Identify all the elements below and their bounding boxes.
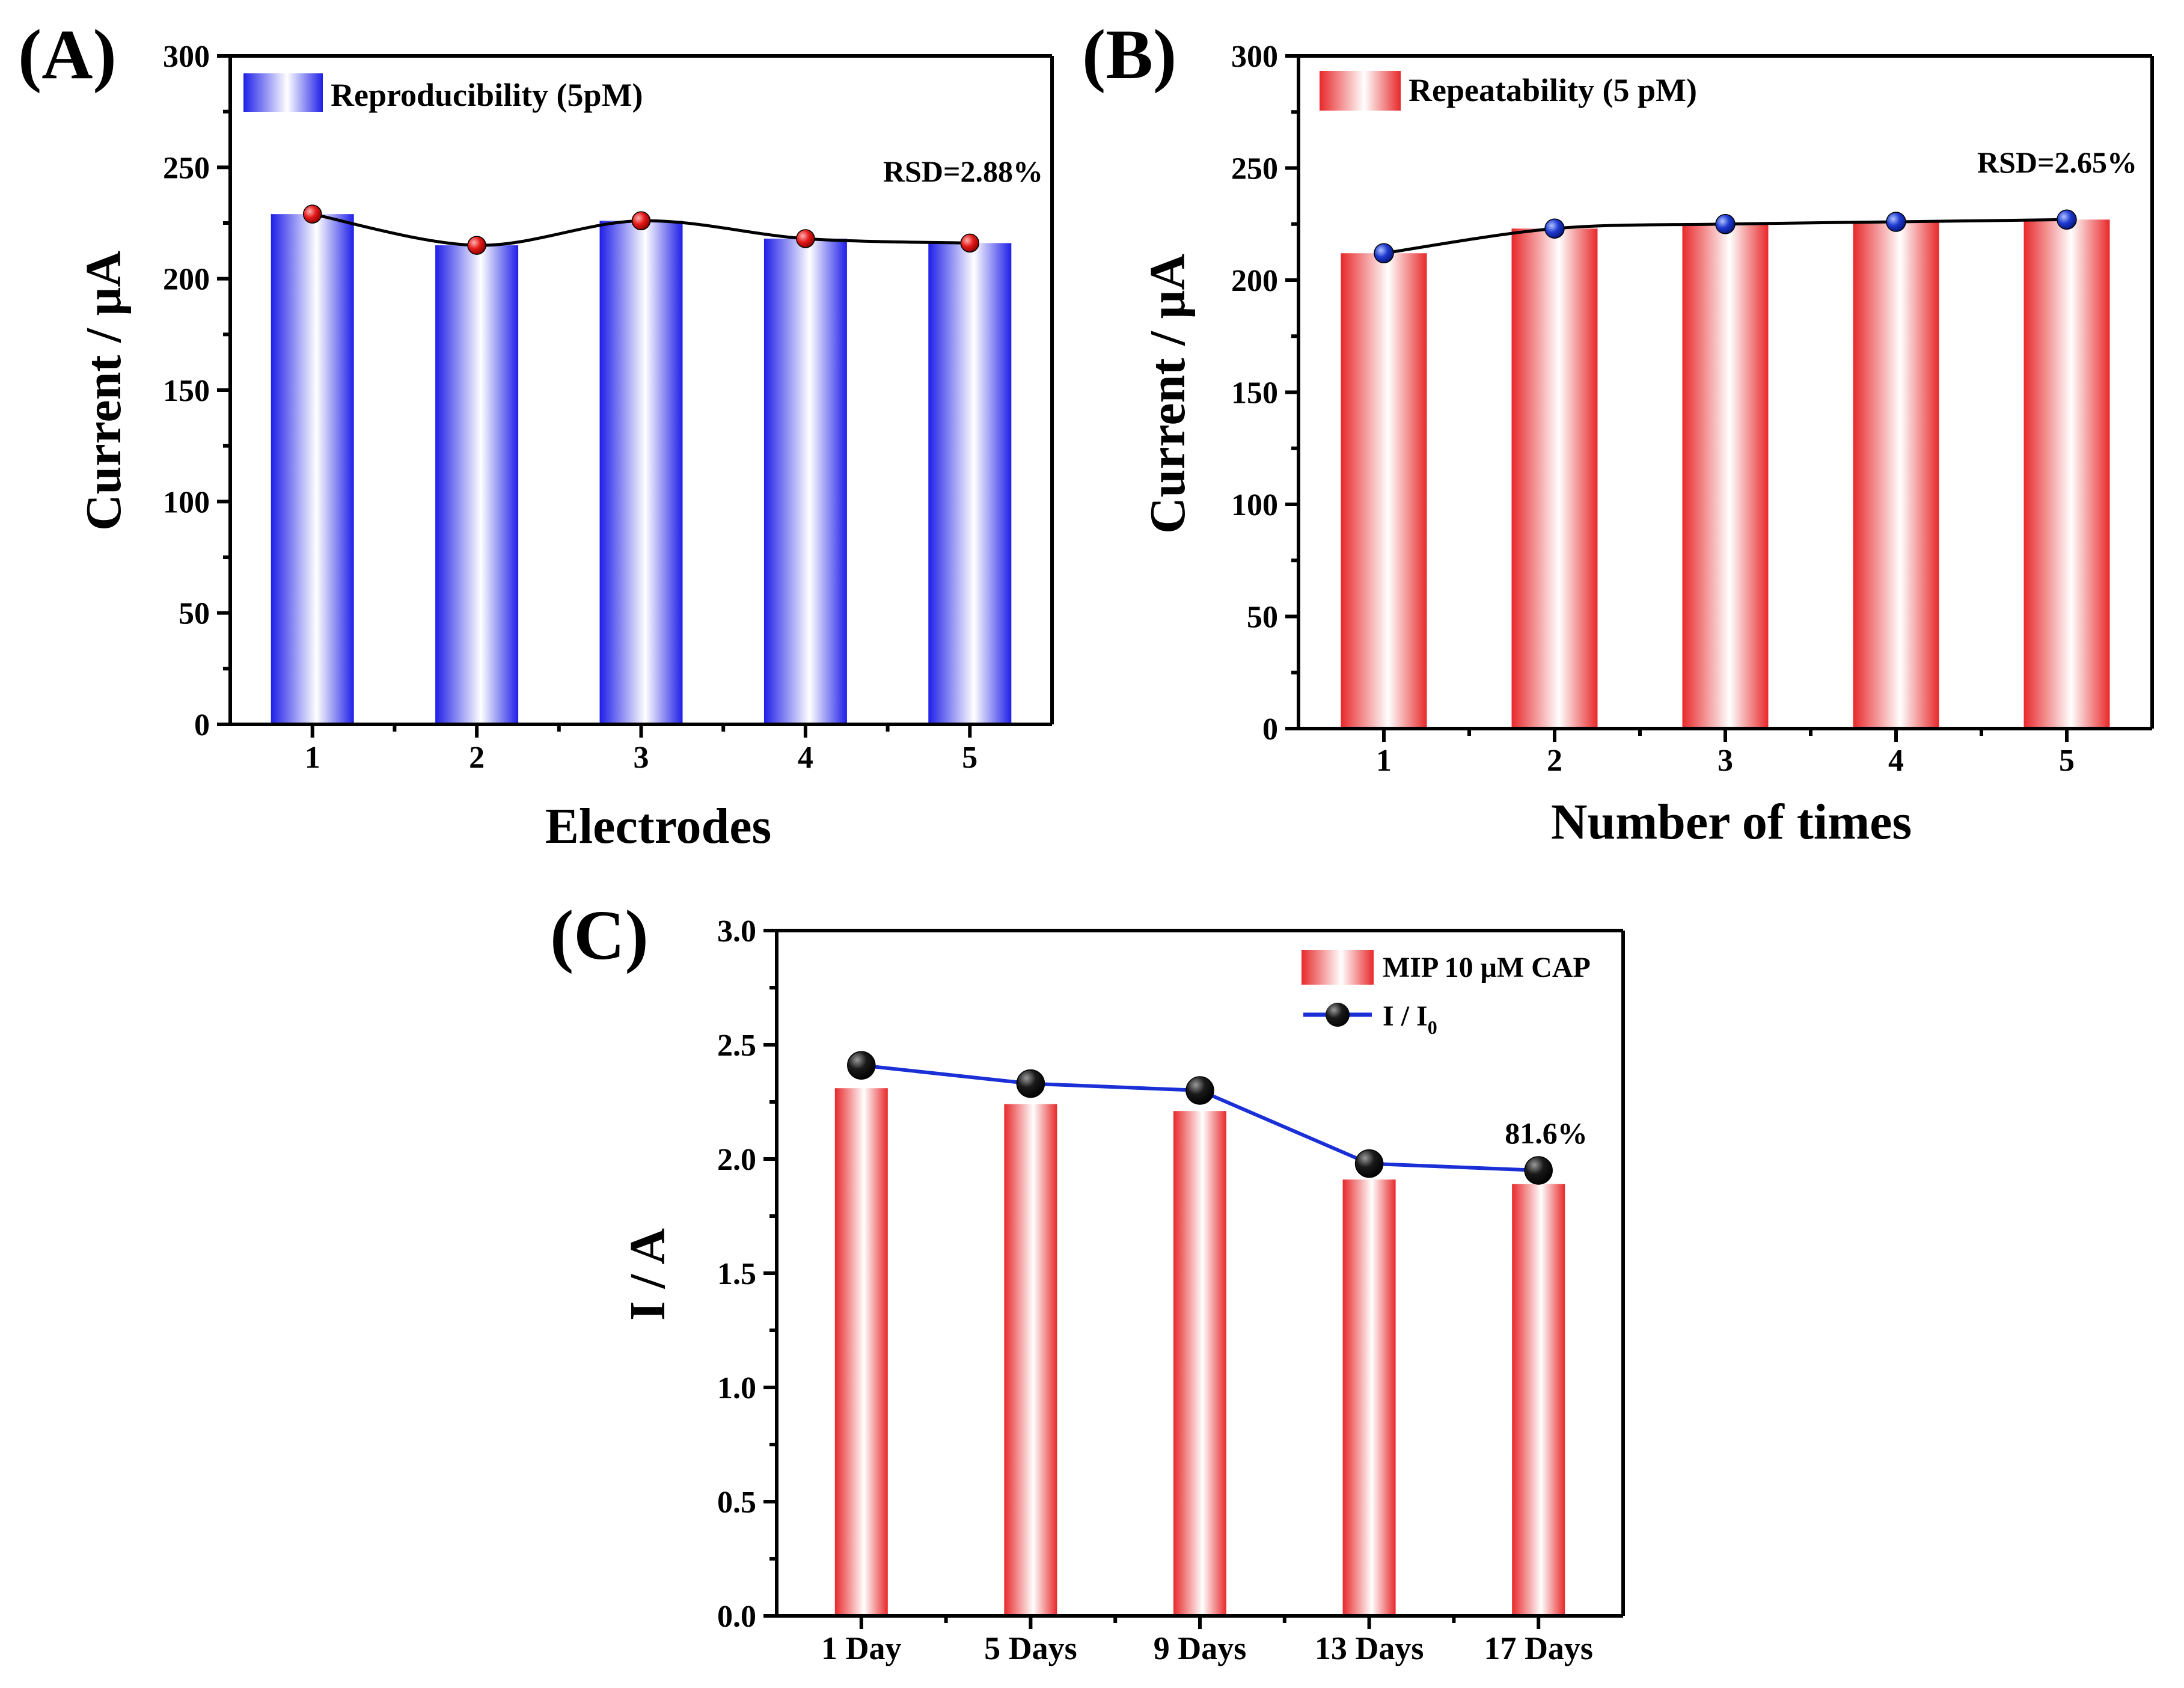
panel-a-legend-swatch: [243, 73, 323, 112]
panel-a-y-tick-label: 50: [179, 597, 210, 631]
panel-b-x-tick-label: 1: [1376, 744, 1392, 778]
panel-c-plot: 0.0 0.5 1.0 1.5 2.0 2.5 3.0 1 Day 5 Days 9 Days 13…: [717, 914, 1625, 1666]
panel-b-y-tick-label: 50: [1247, 601, 1278, 635]
panel-c-x-tick-label: 13 Days: [1315, 1630, 1424, 1666]
panel-a-point-2: [467, 236, 486, 255]
panel-c: (C) 0.0 0.5 1.0 1.5 2.0 2.5 3.0 1 Day 5 Days 9 Da…: [550, 896, 1625, 1666]
panel-b-rsd-annotation: RSD=2.65%: [1977, 145, 2137, 179]
panel-c-x-tick-label: 17 Days: [1484, 1630, 1593, 1666]
panel-c-point-1: [847, 1051, 876, 1080]
panel-c-bar-4: [1342, 1179, 1396, 1616]
panel-a-y-tick-label: 0: [194, 708, 210, 742]
panel-c-point-5: [1524, 1156, 1553, 1185]
panel-a-bar-1: [271, 214, 354, 724]
panel-a-label: (A): [18, 15, 117, 94]
panel-c-legend-subscript: 0: [1428, 1017, 1437, 1038]
panel-b-point-2: [1544, 218, 1565, 239]
panel-b-point-4: [1886, 212, 1906, 232]
panel-b-y-tick-label: 0: [1262, 712, 1278, 747]
panel-a-bar-3: [599, 221, 683, 724]
panel-c-y-tick-label: 3.0: [717, 914, 756, 949]
panel-a-y-tick-label: 300: [163, 40, 210, 74]
panel-c-bar-3: [1173, 1111, 1226, 1616]
panel-b-y-tick-label: 100: [1231, 488, 1278, 522]
panel-a-y-tick-label: 100: [163, 485, 210, 519]
panel-b-y-axis-title: Current / μA: [1140, 254, 1196, 534]
panel-b-x-axis-title: Number of times: [1551, 794, 1912, 850]
panel-b-x-tick-label: 3: [1718, 744, 1733, 778]
panel-a-bar-5: [928, 243, 1012, 724]
panel-c-label: (C): [550, 896, 649, 974]
panel-c-x-tick-label: 5 Days: [984, 1630, 1077, 1666]
panel-c-x-tick-label: 1 Day: [821, 1630, 902, 1666]
panel-a-bar-4: [763, 238, 847, 724]
panel-a-x-tick-label: 1: [305, 741, 320, 775]
panel-b-bar-3: [1682, 224, 1769, 729]
panel-b-label: (B): [1082, 15, 1176, 94]
panel-a-legend-label: Reproducibility (5pM): [331, 77, 643, 113]
panel-a-y-tick-label: 200: [163, 263, 210, 297]
panel-a-point-1: [302, 204, 322, 224]
panel-b-bar-1: [1341, 253, 1427, 729]
panel-b: (B) 0 50 100 150 200 250 300 1 2 3 4 5 Current / μA…: [1082, 15, 2154, 850]
panel-a-x-tick-label: 2: [469, 741, 485, 775]
panel-b-bar-5: [2023, 219, 2110, 729]
panel-b-plot: 0 50 100 150 200 250 300 1 2 3 4 5: [1231, 40, 2154, 778]
panel-c-legend-bar-label: MIP 10 μM CAP: [1383, 952, 1591, 983]
panel-b-point-1: [1374, 243, 1394, 263]
panel-a-bar-2: [435, 245, 519, 725]
panel-c-y-tick-label: 0.5: [717, 1485, 756, 1520]
panel-c-bar-2: [1004, 1104, 1057, 1616]
panel-b-bar-2: [1511, 228, 1598, 729]
panel-c-point-3: [1185, 1076, 1214, 1105]
panel-b-point-3: [1715, 214, 1736, 234]
panel-a-plot: 0 50 100 150 200 250 300 1 2 3 4 5: [163, 40, 1054, 775]
panel-b-x-tick-label: 5: [2059, 744, 2075, 778]
panel-b-y-tick-label: 150: [1231, 376, 1278, 411]
panel-c-y-axis-title: I / A: [620, 1228, 676, 1321]
panel-c-bar-5: [1512, 1184, 1565, 1616]
panel-c-y-tick-label: 1.5: [717, 1257, 756, 1291]
panel-c-y-tick-label: 2.5: [717, 1029, 756, 1063]
panel-a-point-3: [631, 211, 651, 231]
panel-a-x-tick-label: 4: [798, 741, 813, 775]
panel-b-legend-label: Repeatability (5 pM): [1409, 72, 1697, 108]
panel-b-x-tick-label: 4: [1888, 744, 1904, 778]
panel-a-y-tick-label: 250: [163, 151, 210, 185]
panel-c-x-tick-label: 9 Days: [1154, 1630, 1247, 1666]
panel-a-point-4: [796, 229, 815, 248]
panel-c-point-2: [1016, 1069, 1045, 1098]
panel-b-point-5: [2057, 209, 2077, 230]
panel-c-y-tick-label: 2.0: [717, 1143, 756, 1177]
panel-b-y-tick-label: 200: [1231, 264, 1278, 298]
panel-c-legend-line-marker: [1326, 1003, 1350, 1027]
panel-b-y-tick-label: 300: [1231, 40, 1278, 74]
panel-b-x-tick-label: 2: [1547, 744, 1562, 778]
panel-b-y-tick-label: 250: [1231, 152, 1278, 186]
panel-c-point-4: [1354, 1149, 1384, 1178]
panel-c-y-tick-label: 0.0: [717, 1600, 756, 1634]
panel-a-x-axis-title: Electrodes: [545, 798, 771, 854]
panel-c-retention-annotation: 81.6%: [1505, 1116, 1588, 1150]
panel-a-y-axis-title: Current / μA: [76, 251, 132, 531]
panel-b-legend-swatch: [1320, 71, 1401, 111]
panel-a-y-tick-label: 150: [163, 374, 210, 408]
panel-a-rsd-annotation: RSD=2.88%: [883, 154, 1043, 188]
panel-c-y-tick-label: 1.0: [717, 1371, 756, 1405]
panel-c-legend-bar-swatch: [1302, 950, 1374, 985]
panel-b-bar-4: [1853, 222, 1939, 729]
panel-c-legend-line-label: I / I0: [1383, 1000, 1437, 1038]
panel-a-x-tick-label: 5: [962, 741, 977, 775]
panel-c-bar-1: [834, 1088, 888, 1616]
panel-a-x-tick-label: 3: [634, 741, 649, 775]
panel-a-point-5: [960, 233, 980, 253]
panel-a: (A) 0 50 100 150 200 250 300 1 2 3 4 5 Current / μA…: [18, 15, 1054, 854]
